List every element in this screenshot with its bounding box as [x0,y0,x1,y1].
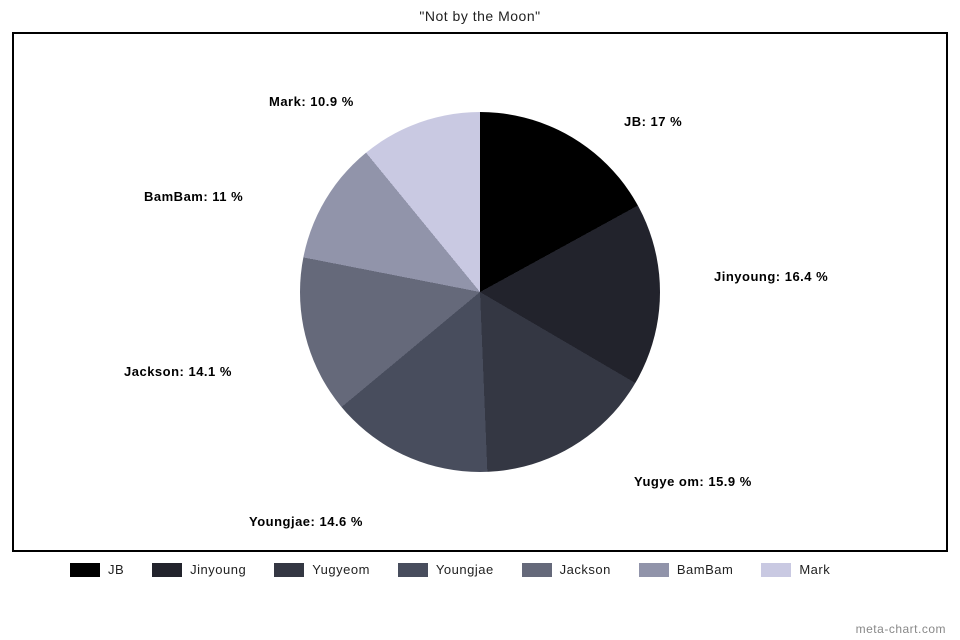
slice-label-yugyeom: Yugye om: 15.9 % [634,474,752,489]
legend-item: Mark [761,562,830,577]
slice-label-mark: Mark: 10.9 % [269,94,354,109]
slice-label-bambam: BamBam: 11 % [144,189,243,204]
pie-wrap [300,112,660,472]
legend-item: Yugyeom [274,562,370,577]
legend-label: Mark [799,562,830,577]
legend-label: BamBam [677,562,733,577]
legend-label: Yugyeom [312,562,370,577]
legend-label: Jackson [560,562,611,577]
legend-label: Youngjae [436,562,494,577]
pie-chart [300,112,660,472]
legend-swatch [152,563,182,577]
legend-swatch [522,563,552,577]
legend-label: Jinyoung [190,562,246,577]
chart-frame: JB: 17 % Jinyoung: 16.4 % Yugye om: 15.9… [12,32,948,552]
slice-label-jinyoung: Jinyoung: 16.4 % [714,269,828,284]
legend-swatch [274,563,304,577]
legend-swatch [639,563,669,577]
legend-item: Youngjae [398,562,494,577]
chart-title: "Not by the Moon" [0,0,960,30]
slice-label-jb: JB: 17 % [624,114,682,129]
legend-label: JB [108,562,124,577]
legend-item: Jinyoung [152,562,246,577]
legend-swatch [398,563,428,577]
legend-item: BamBam [639,562,733,577]
slice-label-youngjae: Youngjae: 14.6 % [249,514,363,529]
legend-item: JB [70,562,124,577]
legend-swatch [761,563,791,577]
legend: JB Jinyoung Yugyeom Youngjae Jackson Bam… [70,562,890,577]
legend-swatch [70,563,100,577]
legend-item: Jackson [522,562,611,577]
watermark: meta-chart.com [856,622,946,636]
slice-label-jackson: Jackson: 14.1 % [124,364,232,379]
